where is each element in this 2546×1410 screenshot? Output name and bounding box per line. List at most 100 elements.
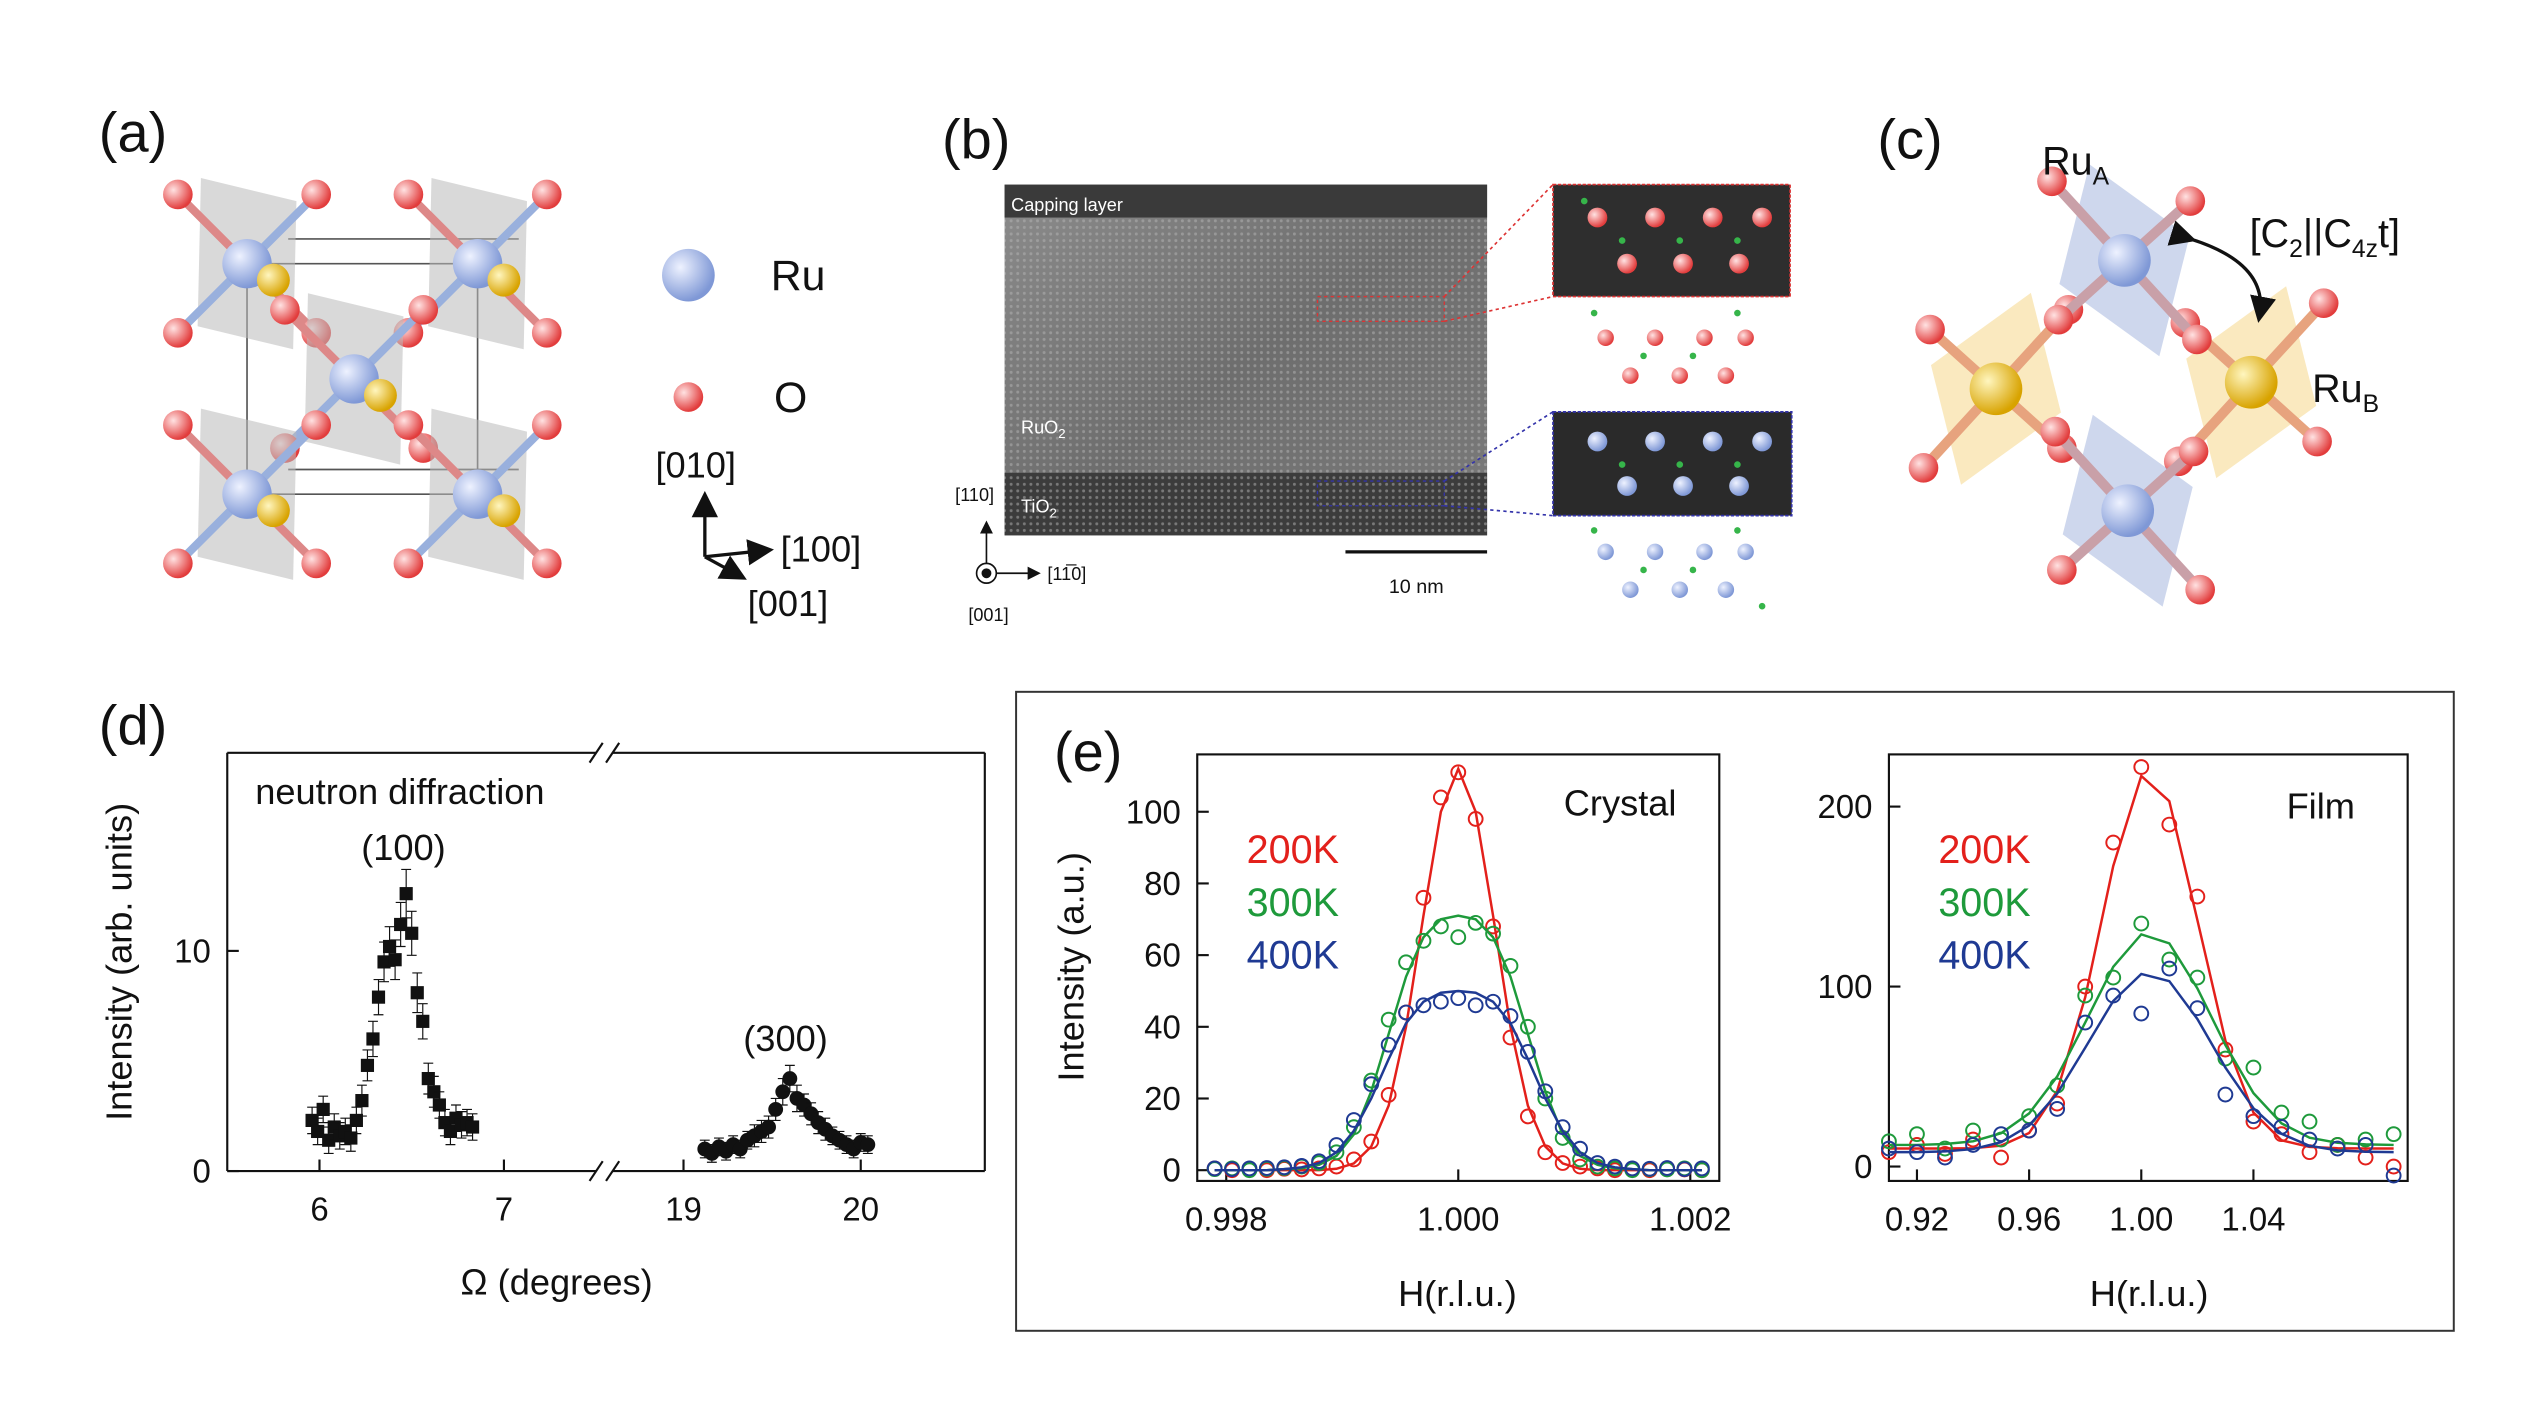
- annotation: Film: [2287, 786, 2355, 827]
- data-point: [2189, 1000, 2206, 1017]
- inset-images: [1702, 431, 1723, 452]
- data-point: [2077, 987, 2094, 1004]
- data-point: [2133, 1005, 2150, 1022]
- legend-entry: 200K: [1247, 828, 1339, 872]
- data-point: [2273, 1119, 2290, 1135]
- inset-images: [1673, 476, 1693, 496]
- y-axis-label: Intensity (arb. units): [99, 803, 140, 1121]
- data-point: [1415, 889, 1432, 906]
- tem-image: [1443, 184, 1554, 323]
- data-point: [371, 990, 386, 1004]
- inset-images: [1552, 183, 1791, 298]
- data-point: [1380, 1036, 1397, 1053]
- data-point: [1450, 929, 1467, 946]
- legend-entry: 300K: [1938, 881, 2030, 925]
- panel-b: (b) Capping layer RuO2 TiO2 10 nm: [942, 107, 1793, 625]
- data-point: [1345, 1119, 1362, 1136]
- data-point: [1432, 918, 1449, 935]
- inset-images: [1696, 543, 1713, 561]
- annotation: neutron diffraction: [255, 771, 544, 812]
- y-tick-label: 40: [1144, 1008, 1181, 1045]
- data-point: [1224, 1161, 1240, 1178]
- data-point: [311, 1124, 325, 1139]
- data-point: [2245, 1059, 2262, 1076]
- axis-break: [605, 742, 621, 764]
- inset-images: [1737, 329, 1754, 346]
- fit-line: [1888, 932, 2394, 1147]
- data-point: [349, 1113, 363, 1128]
- inset-images: [1734, 461, 1741, 468]
- label-sub: 2: [1058, 426, 1065, 441]
- y-tick-label: 20: [1144, 1080, 1181, 1117]
- crystal-structure: [163, 178, 562, 580]
- y-tick-label: 0: [1162, 1152, 1180, 1189]
- data-point: [1589, 1155, 1606, 1171]
- data-point: [1485, 993, 1501, 1010]
- annotation: Crystal: [1564, 782, 1677, 823]
- direction-axes: [975, 520, 1041, 584]
- inset-images: [1676, 461, 1684, 468]
- data-point: [1467, 914, 1484, 931]
- inset-images: [1646, 329, 1664, 346]
- data-point: [1380, 1087, 1397, 1103]
- data-point: [1415, 997, 1432, 1014]
- data-point: [1485, 925, 1501, 942]
- data-point: [860, 1137, 876, 1153]
- y-tick-label: 0: [192, 1153, 210, 1190]
- inset-images: [1587, 431, 1608, 452]
- data-point: [1881, 1140, 1897, 1157]
- data-point: [2077, 1014, 2094, 1031]
- legend-entry: 200K: [1938, 828, 2030, 872]
- data-point: [1502, 1008, 1519, 1024]
- axis-label: [100]: [781, 529, 862, 570]
- data-point: [1937, 1149, 1953, 1166]
- panel-label: (e): [1054, 720, 1122, 783]
- x-tick-label: 19: [665, 1190, 702, 1227]
- x-tick-label: 7: [495, 1190, 513, 1227]
- data-point: [1606, 1158, 1623, 1175]
- data-point: [2077, 978, 2094, 995]
- data-point: [1345, 1112, 1362, 1128]
- data-point: [1398, 954, 1414, 971]
- axis-break: [605, 1160, 621, 1182]
- data-point: [1909, 1126, 1925, 1143]
- data-point: [2049, 1101, 2066, 1117]
- site-label: RuA: [2042, 140, 2110, 191]
- data-point: [2105, 969, 2122, 986]
- axes-arrows: [691, 490, 774, 580]
- label-base: Ru: [2312, 367, 2363, 411]
- data-point: [1293, 1157, 1310, 1174]
- data-point: [1554, 1155, 1571, 1171]
- data-point: [382, 939, 397, 954]
- data-point: [316, 1102, 330, 1116]
- x-axis-label: H(r.l.u.): [1398, 1273, 1517, 1314]
- y-tick-label: 0: [1854, 1148, 1872, 1185]
- label-part: ||C: [2303, 212, 2352, 256]
- data-point: [2301, 1131, 2318, 1148]
- y-tick-label: 10: [174, 932, 211, 969]
- data-point: [1502, 957, 1519, 974]
- label-sub: B: [2363, 391, 2379, 418]
- data-point: [1676, 1161, 1693, 1178]
- data-point: [432, 1098, 446, 1112]
- tem-image: [1004, 472, 1488, 536]
- site-label: RuB: [2312, 367, 2379, 418]
- data-point: [768, 1101, 784, 1117]
- inset-images: [1580, 197, 1588, 205]
- sublattice-diagram: [1896, 141, 2351, 631]
- label-sub: A: [2093, 164, 2110, 191]
- inset-images: [1689, 566, 1697, 574]
- data-point: [305, 1113, 319, 1128]
- data-point: [2189, 969, 2206, 986]
- symmetry-label: [C2||C4zt]: [2250, 212, 2400, 263]
- data-point: [1659, 1160, 1675, 1176]
- label-sub: 4z: [2352, 236, 2378, 263]
- inset-images: [1689, 352, 1697, 360]
- data-point: [782, 1071, 798, 1086]
- data-point: [1363, 1133, 1380, 1150]
- data-point: [2385, 1158, 2402, 1175]
- axis-break: [588, 1160, 604, 1182]
- inset-images: [1587, 207, 1608, 228]
- data-point: [1450, 764, 1467, 781]
- direction-label: [11̅0]: [1047, 564, 1086, 584]
